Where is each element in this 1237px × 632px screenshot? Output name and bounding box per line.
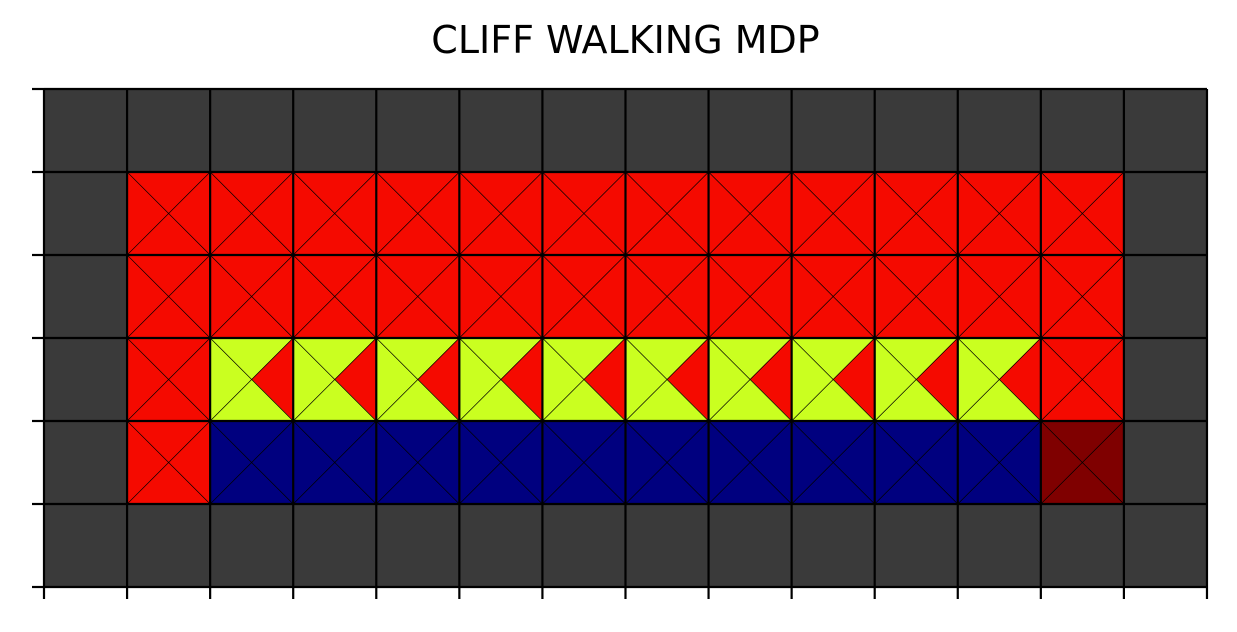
cell-r0-c3-wall bbox=[293, 89, 377, 173]
cell-r5-c0-wall bbox=[44, 504, 128, 588]
gridlines-layer bbox=[42, 87, 1209, 589]
cell-r0-c8-wall bbox=[708, 89, 793, 173]
cell-r3-c8-diagonal-b bbox=[708, 337, 792, 422]
cell-r3-c10-diagonal-b bbox=[874, 337, 959, 422]
cell-r2-c9-diagonal-b bbox=[791, 254, 875, 339]
cell-r3-c5-diagonal-b bbox=[459, 337, 543, 422]
cell-r3-c12-diagonal-b bbox=[1040, 337, 1125, 422]
cell-r3-c2-diagonal-b bbox=[209, 337, 294, 422]
cell-r3-c0-wall bbox=[44, 338, 128, 422]
cell-r4-c1-diagonal-b bbox=[126, 420, 211, 505]
cell-r5-c7-wall bbox=[625, 504, 710, 588]
cell-r5-c4-wall bbox=[376, 504, 460, 588]
cell-r2-c6-diagonal-b bbox=[542, 254, 626, 339]
cell-r2-c3-diagonal-b bbox=[292, 254, 377, 339]
cell-r3-c1-diagonal-b bbox=[126, 337, 211, 422]
cell-r4-c11-diagonal-b bbox=[957, 420, 1042, 505]
cell-r2-c11-diagonal-b bbox=[957, 254, 1042, 339]
cell-r1-c2-diagonal-b bbox=[209, 171, 294, 256]
cell-r4-c7-diagonal-b bbox=[625, 420, 709, 505]
cell-r2-c1-diagonal-b bbox=[126, 254, 211, 339]
cell-r5-c11-wall bbox=[957, 504, 1042, 588]
chart-title: CLIFF WALKING MDP bbox=[431, 18, 820, 62]
cell-r1-c11-diagonal-b bbox=[957, 171, 1042, 256]
cell-r5-c12-wall bbox=[1040, 504, 1125, 588]
cell-r5-c2-wall bbox=[210, 504, 294, 588]
cell-r3-c11-diagonal-b bbox=[957, 337, 1042, 422]
cell-r1-c13-wall bbox=[1123, 172, 1208, 256]
cell-r1-c0-wall bbox=[44, 172, 128, 256]
cell-r2-c8-diagonal-b bbox=[708, 254, 792, 339]
cell-r5-c6-wall bbox=[542, 504, 626, 588]
cell-r0-c9-wall bbox=[791, 89, 876, 173]
cell-r0-c1-wall bbox=[127, 89, 211, 173]
cell-r4-c8-diagonal-b bbox=[708, 420, 792, 505]
cell-r1-c4-diagonal-b bbox=[376, 171, 460, 256]
cell-r3-c9-diagonal-b bbox=[791, 337, 875, 422]
cell-r3-c13-wall bbox=[1123, 338, 1208, 422]
cell-r5-c8-wall bbox=[708, 504, 793, 588]
cell-r2-c12-diagonal-b bbox=[1040, 254, 1125, 339]
cell-r1-c6-diagonal-b bbox=[542, 171, 626, 256]
cell-r2-c0-wall bbox=[44, 255, 128, 339]
diagonals-layer bbox=[126, 171, 1125, 505]
cell-r0-c12-wall bbox=[1040, 89, 1125, 173]
cell-r1-c10-diagonal-b bbox=[874, 171, 959, 256]
cell-r5-c5-wall bbox=[459, 504, 543, 588]
cell-r5-c3-wall bbox=[293, 504, 377, 588]
cell-r0-c11-wall bbox=[957, 89, 1042, 173]
cell-r0-c0-wall bbox=[44, 89, 128, 173]
cell-r2-c2-diagonal-b bbox=[209, 254, 294, 339]
cell-r4-c5-diagonal-b bbox=[459, 420, 543, 505]
cell-r4-c9-diagonal-b bbox=[791, 420, 875, 505]
cell-r4-c4-diagonal-b bbox=[376, 420, 460, 505]
cell-r4-c3-diagonal-b bbox=[292, 420, 377, 505]
cell-r5-c13-wall bbox=[1123, 504, 1208, 588]
cell-r2-c5-diagonal-b bbox=[459, 254, 543, 339]
cell-r4-c13-wall bbox=[1123, 421, 1208, 505]
cell-r1-c9-diagonal-b bbox=[791, 171, 875, 256]
cell-r0-c7-wall bbox=[625, 89, 710, 173]
cell-r4-c12-diagonal-b bbox=[1040, 420, 1125, 505]
cell-r5-c10-wall bbox=[874, 504, 959, 588]
cell-r2-c13-wall bbox=[1123, 255, 1208, 339]
cell-r2-c10-diagonal-b bbox=[874, 254, 959, 339]
cell-r0-c5-wall bbox=[459, 89, 543, 173]
cell-r4-c0-wall bbox=[44, 421, 128, 505]
cell-r1-c1-diagonal-b bbox=[126, 171, 211, 256]
cell-r0-c4-wall bbox=[376, 89, 460, 173]
cell-r0-c2-wall bbox=[210, 89, 294, 173]
cell-r2-c7-diagonal-b bbox=[625, 254, 709, 339]
cell-r3-c6-diagonal-b bbox=[542, 337, 626, 422]
cell-r3-c3-diagonal-b bbox=[292, 337, 377, 422]
cell-r0-c13-wall bbox=[1123, 89, 1208, 173]
cell-r1-c3-diagonal-b bbox=[292, 171, 377, 256]
cell-r3-c4-diagonal-b bbox=[376, 337, 460, 422]
ticks-layer bbox=[32, 87, 1209, 599]
cell-r0-c6-wall bbox=[542, 89, 626, 173]
cell-r5-c9-wall bbox=[791, 504, 876, 588]
cell-r4-c6-diagonal-b bbox=[542, 420, 626, 505]
cell-r1-c7-diagonal-b bbox=[625, 171, 709, 256]
cell-r2-c4-diagonal-b bbox=[376, 254, 460, 339]
cell-r4-c10-diagonal-b bbox=[874, 420, 959, 505]
cell-r5-c1-wall bbox=[127, 504, 211, 588]
cell-r4-c2-diagonal-b bbox=[209, 420, 294, 505]
cell-r3-c7-diagonal-b bbox=[625, 337, 709, 422]
cell-r1-c8-diagonal-b bbox=[708, 171, 792, 256]
cell-r1-c12-diagonal-b bbox=[1040, 171, 1125, 256]
cell-r1-c5-diagonal-b bbox=[459, 171, 543, 256]
cell-r0-c10-wall bbox=[874, 89, 959, 173]
